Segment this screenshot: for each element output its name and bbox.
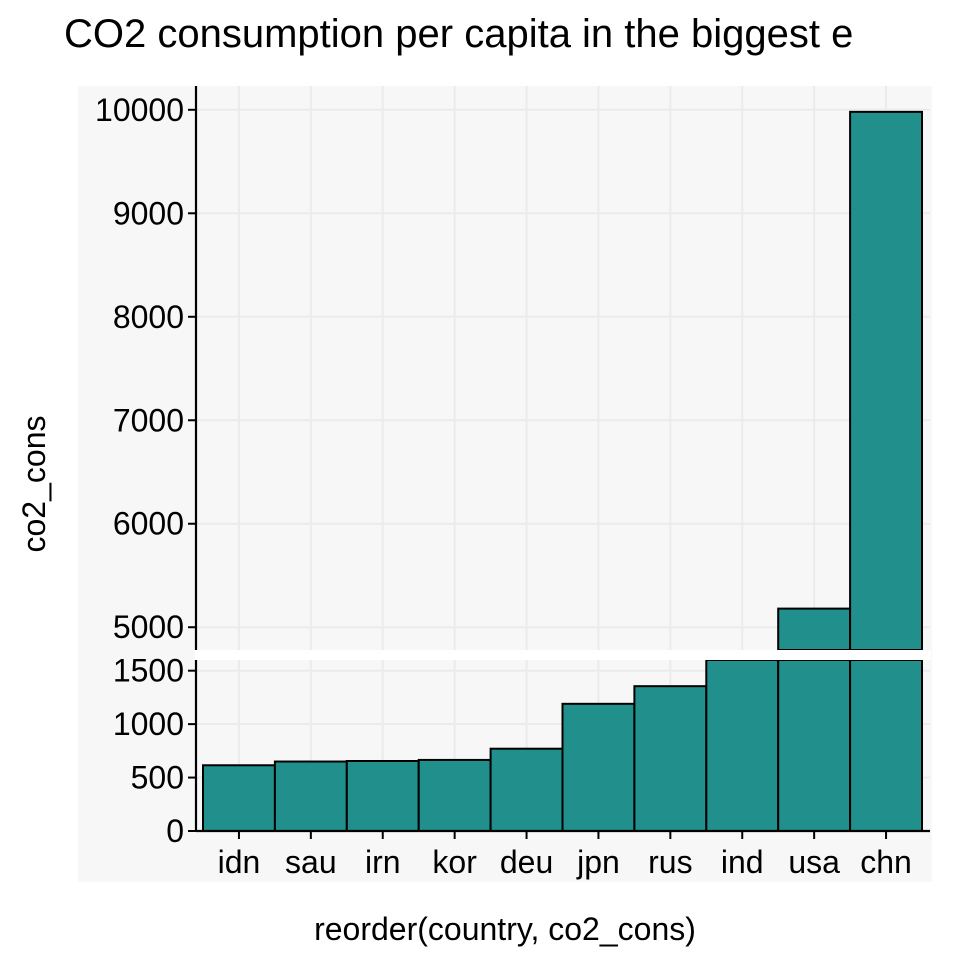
x-tick-label: jpn [576,844,620,880]
x-tick-label: sau [285,844,337,880]
x-tick-label: idn [218,844,261,880]
bar-layer [195,110,931,833]
bar-rus [633,685,708,833]
y-tick-label: 8000 [113,299,184,335]
bar-idn [202,764,276,832]
bar-chn-upper [849,110,923,651]
x-tick-label: deu [500,844,553,880]
x-tick-label: rus [648,844,692,880]
chart-title: CO2 consumption per capita in the bigges… [64,12,853,56]
axis-layer: 0 500 1000 1500 5000 6000 7000 8000 9000 10000 idn… [95,86,930,880]
x-tick-label: irn [365,844,401,880]
axis-break-gap [195,650,931,660]
x-tick-label: kor [432,844,477,880]
y-tick-label: 1500 [113,653,184,689]
bar-usa-upper [777,607,852,652]
x-axis-title: reorder(country, co2_cons) [314,911,696,947]
y-tick-label: 9000 [113,195,184,231]
label-layer: CO2 consumption per capita in the bigges… [16,12,853,947]
y-tick-label: 10000 [95,92,184,128]
x-tick-label: chn [860,844,912,880]
x-tick-label: usa [788,844,840,880]
y-tick-label: 0 [166,813,184,849]
y-tick-label: 7000 [113,402,184,438]
bar-kor [417,758,492,832]
y-tick-label: 1000 [113,706,184,742]
bar-usa [777,659,852,832]
bar-sau [273,760,348,832]
y-axis-title: co2_cons [16,416,52,553]
bar-deu [489,747,564,832]
bar-irn [345,759,420,833]
bar-ind [705,659,780,832]
y-tick-label: 6000 [113,506,184,542]
grid-layer [196,86,930,832]
y-tick-label: 500 [131,760,184,796]
bar-chn [849,659,923,832]
bar-jpn [561,702,636,832]
x-tick-label: ind [721,844,764,880]
y-tick-label: 5000 [113,609,184,645]
